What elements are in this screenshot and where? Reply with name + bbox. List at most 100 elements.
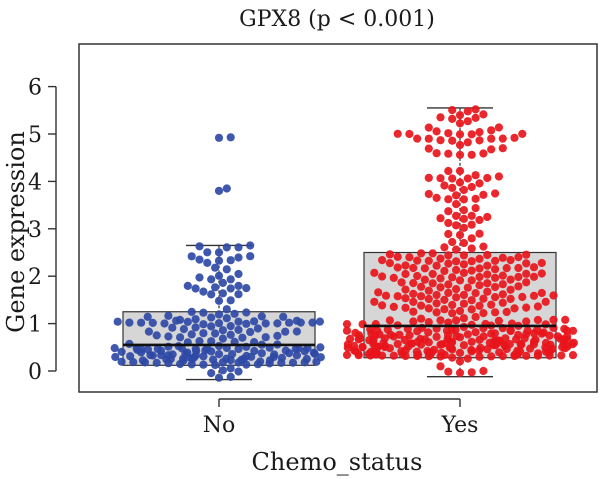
data-point	[389, 273, 398, 282]
data-point	[428, 249, 437, 258]
y-tick-label: 2	[28, 265, 42, 290]
data-point	[475, 136, 484, 145]
data-point	[510, 304, 519, 313]
data-point	[401, 303, 410, 312]
data-point	[288, 358, 298, 367]
data-point	[378, 301, 387, 310]
data-point	[183, 281, 192, 290]
data-point	[424, 286, 433, 295]
data-point	[448, 106, 457, 115]
data-point	[222, 305, 231, 314]
data-point	[455, 119, 465, 128]
data-point	[366, 325, 375, 334]
data-point	[417, 301, 426, 310]
data-point	[455, 111, 465, 120]
data-point	[405, 331, 414, 340]
data-point	[308, 318, 317, 327]
data-point	[452, 293, 461, 302]
data-point	[257, 349, 266, 358]
chart-title: GPX8 (p < 0.001)	[239, 7, 435, 32]
data-point	[273, 319, 282, 328]
data-point	[467, 211, 476, 220]
data-point	[467, 337, 476, 346]
data-point	[514, 330, 523, 340]
data-point	[475, 352, 484, 361]
data-point	[467, 345, 476, 355]
data-point	[242, 319, 251, 328]
data-point	[226, 275, 235, 284]
data-point	[494, 316, 503, 325]
data-point	[491, 308, 500, 317]
data-point	[432, 261, 441, 270]
data-point	[428, 279, 437, 288]
data-point	[138, 356, 147, 365]
data-point	[455, 150, 465, 159]
data-point	[506, 275, 515, 284]
data-point	[491, 189, 500, 198]
data-point	[226, 322, 235, 331]
data-point	[448, 174, 457, 183]
data-point	[183, 348, 192, 357]
data-point	[432, 299, 441, 308]
data-point	[195, 273, 204, 282]
data-point	[234, 253, 243, 262]
data-point	[397, 278, 406, 287]
data-point	[471, 204, 480, 213]
data-point	[444, 251, 453, 260]
data-point	[522, 303, 531, 312]
data-point	[207, 275, 216, 284]
data-point	[316, 353, 325, 362]
data-point	[409, 297, 418, 306]
data-point	[475, 264, 484, 273]
data-point	[209, 355, 218, 364]
data-point	[483, 212, 492, 222]
data-point	[502, 307, 511, 317]
data-point	[211, 263, 220, 272]
data-point	[250, 346, 259, 356]
y-tick-label: 3	[28, 218, 42, 243]
data-point	[448, 273, 457, 282]
data-point	[207, 322, 216, 331]
data-point	[448, 300, 457, 310]
data-point	[126, 352, 135, 361]
data-point	[529, 291, 539, 300]
data-point	[409, 317, 418, 326]
data-point	[459, 214, 468, 223]
data-point	[498, 144, 507, 153]
data-point	[537, 258, 546, 268]
data-point	[553, 332, 562, 341]
data-point	[459, 290, 468, 300]
data-point	[491, 256, 500, 265]
data-point	[143, 312, 152, 321]
data-point	[568, 326, 578, 335]
data-point	[226, 296, 235, 305]
data-point	[561, 315, 570, 324]
data-point	[495, 348, 504, 357]
data-point	[436, 136, 445, 145]
data-point	[494, 172, 503, 181]
data-point	[199, 360, 208, 369]
data-point	[395, 330, 404, 339]
group-yes	[342, 105, 579, 378]
y-tick-label: 1	[28, 313, 42, 338]
data-point	[455, 230, 465, 240]
data-point	[214, 310, 224, 319]
data-point	[152, 331, 161, 340]
data-point	[467, 244, 476, 253]
data-point	[261, 319, 270, 328]
y-tick-label: 5	[28, 123, 42, 148]
data-point	[514, 282, 523, 291]
data-point	[455, 178, 465, 187]
data-point	[522, 351, 531, 360]
data-point	[261, 333, 270, 342]
data-point	[432, 193, 441, 202]
data-point	[448, 183, 457, 192]
data-point	[385, 316, 394, 325]
plot-area	[110, 105, 579, 382]
data-point	[436, 274, 445, 283]
data-point	[393, 129, 402, 138]
data-point	[393, 339, 402, 349]
data-point	[214, 186, 224, 195]
data-point	[448, 237, 457, 247]
data-point	[529, 272, 539, 281]
